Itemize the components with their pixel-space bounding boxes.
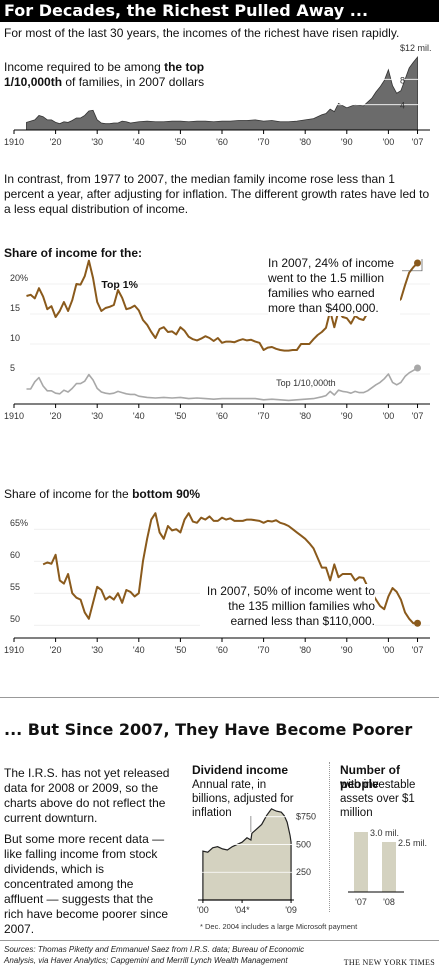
income-threshold-chart: $12 mil. 8 4 1910 '20 '30 '40 '50 '60 '70 '80 '90 '0… bbox=[4, 43, 432, 147]
x-tick-label: '30 bbox=[91, 137, 103, 147]
y-tick-label: 55 bbox=[10, 582, 20, 592]
top1-annotation: In 2007, 24% of income went to the 1.5 m… bbox=[268, 256, 400, 316]
x-tick-label: '20 bbox=[50, 137, 62, 147]
column-separator bbox=[329, 762, 330, 912]
series-line bbox=[42, 512, 418, 625]
y-tick-label: $12 mil. bbox=[400, 43, 432, 53]
chart1-label: Income required to be among the top 1/10… bbox=[4, 60, 205, 89]
y-tick-label: 4 bbox=[400, 101, 405, 111]
y-tick-label: 10 bbox=[10, 333, 20, 343]
x-tick-label: '70 bbox=[258, 137, 270, 147]
x-tick-label: '20 bbox=[50, 411, 62, 421]
x-tick-label: '00 bbox=[383, 411, 395, 421]
x-tick-label: '07 bbox=[412, 137, 424, 147]
x-tick-label: '80 bbox=[299, 137, 311, 147]
x-tick-label: '40 bbox=[133, 411, 145, 421]
x-tick-label: '07 bbox=[412, 411, 424, 421]
x-tick-label: 1910 bbox=[4, 645, 24, 655]
chart3-title: Share of income for the bottom 90% bbox=[4, 487, 201, 501]
series-line bbox=[26, 259, 419, 352]
y-tick-label: 8 bbox=[400, 75, 405, 85]
x-tick-label: '50 bbox=[175, 137, 187, 147]
left-text-2: But some more recent data — like falling… bbox=[4, 832, 169, 936]
area-series bbox=[26, 56, 418, 131]
x-tick-label: '20 bbox=[50, 645, 62, 655]
x-tick-label: '30 bbox=[91, 411, 103, 421]
dividend-subtitle: Annual rate, in billions, adjusted for i… bbox=[192, 779, 294, 819]
middle-paragraph: In contrast, from 1977 to 2007, the medi… bbox=[4, 172, 430, 216]
credit: THE NEW YORK TIMES bbox=[343, 958, 435, 967]
x-tick-label: '90 bbox=[341, 137, 353, 147]
x-tick-label: '50 bbox=[175, 411, 187, 421]
section-title: ... But Since 2007, They Have Become Poo… bbox=[4, 720, 413, 739]
bar bbox=[354, 832, 368, 892]
millionaires-chart: 3.0 mil. '07 2.5 mil. '08 bbox=[348, 828, 427, 907]
x-tick-label: '80 bbox=[299, 411, 311, 421]
dividend-chart: $750 500 250 '00 '04* '09 bbox=[197, 808, 316, 915]
people-title: Number of people bbox=[340, 763, 400, 791]
x-tick-label: 1910 bbox=[4, 137, 24, 147]
x-tick-label: '90 bbox=[341, 411, 353, 421]
y-tick-label: 65% bbox=[10, 518, 28, 528]
y-tick-label: 5 bbox=[10, 363, 15, 373]
chart2-title: Share of income for the: bbox=[4, 246, 143, 260]
x-tick-label: '00 bbox=[383, 645, 395, 655]
x-tick-label: '40 bbox=[133, 137, 145, 147]
y-tick-label: 60 bbox=[10, 550, 20, 560]
y-tick-label: 250 bbox=[296, 867, 311, 877]
y-tick-label: 15 bbox=[10, 303, 20, 313]
subhead: For most of the last 30 years, the incom… bbox=[4, 26, 400, 40]
left-text-1: The I.R.S. has not yet released data for… bbox=[4, 766, 170, 825]
x-tick-label: '04* bbox=[234, 905, 250, 915]
sources: Sources: Thomas Piketty and Emmanuel Sae… bbox=[4, 945, 305, 965]
x-tick-label: '08 bbox=[383, 897, 395, 907]
x-tick-label: '60 bbox=[216, 645, 228, 655]
series-line bbox=[26, 367, 418, 402]
y-tick-label: $750 bbox=[296, 812, 316, 822]
x-tick-label: '40 bbox=[133, 645, 145, 655]
y-tick-label: 50 bbox=[10, 614, 20, 624]
x-tick-label: '70 bbox=[258, 411, 270, 421]
x-tick-label: '07 bbox=[355, 897, 367, 907]
annotation-leader bbox=[402, 259, 423, 272]
top-share-chart: 20% 15 10 5 Top 1% Top 1/10,000th 1910 '20 '30 '4… bbox=[4, 259, 430, 421]
x-tick-label: '00 bbox=[383, 137, 395, 147]
footer-divider bbox=[0, 940, 439, 941]
series-endpoint bbox=[414, 364, 422, 372]
x-tick-label: 1910 bbox=[4, 411, 24, 421]
section-divider bbox=[0, 697, 439, 698]
bar-value-label: 3.0 mil. bbox=[370, 828, 399, 838]
x-tick-label: '90 bbox=[341, 645, 353, 655]
series-label: Top 1/10,000th bbox=[276, 378, 336, 388]
x-tick-label: '60 bbox=[216, 411, 228, 421]
x-tick-label: '70 bbox=[258, 645, 270, 655]
x-tick-label: '50 bbox=[175, 645, 187, 655]
dividend-area bbox=[202, 808, 292, 901]
x-tick-label: '00 bbox=[197, 905, 209, 915]
x-tick-label: '30 bbox=[91, 645, 103, 655]
y-tick-label: 500 bbox=[296, 839, 311, 849]
page-title: For Decades, the Richest Pulled Away ... bbox=[0, 0, 439, 22]
series-endpoint bbox=[414, 619, 422, 627]
y-tick-label: 20% bbox=[10, 273, 28, 283]
x-tick-label: '09 bbox=[285, 905, 297, 915]
bar-value-label: 2.5 mil. bbox=[398, 838, 427, 848]
bar bbox=[382, 842, 396, 892]
people-subtitle: with investable assets over $1 million bbox=[340, 779, 416, 819]
series-label: Top 1% bbox=[101, 279, 138, 291]
x-tick-label: '60 bbox=[216, 137, 228, 147]
x-tick-label: '80 bbox=[299, 645, 311, 655]
bottom90-annotation: In 2007, 50% of income went to the 135 m… bbox=[200, 584, 375, 629]
series-endpoint bbox=[414, 259, 422, 267]
dividend-note: * Dec. 2004 includes a large Microsoft p… bbox=[200, 922, 358, 931]
dividend-title: Dividend income bbox=[192, 763, 289, 777]
x-tick-label: '07 bbox=[412, 645, 424, 655]
